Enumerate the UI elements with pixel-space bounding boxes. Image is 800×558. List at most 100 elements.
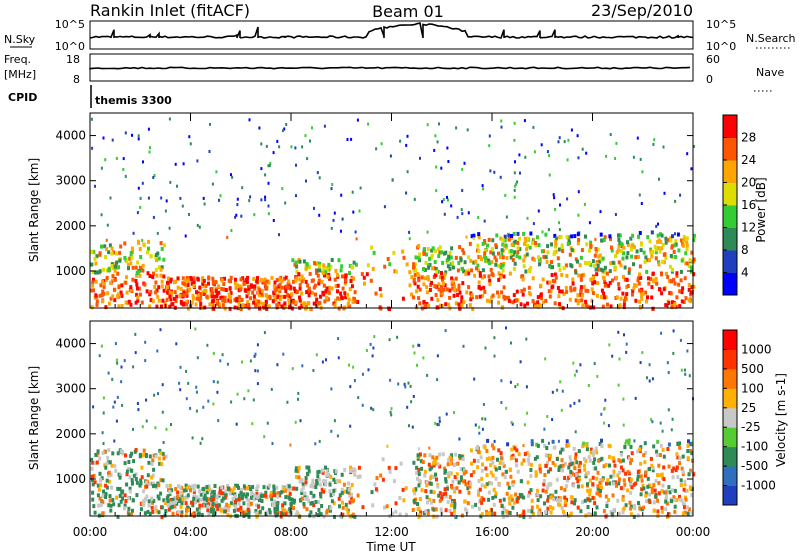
heatmap-cell <box>663 252 667 257</box>
heatmap-cell <box>523 423 526 427</box>
heatmap-cell <box>356 300 360 304</box>
heatmap-cell <box>294 468 298 473</box>
heatmap-cell <box>152 176 155 179</box>
heatmap-cell <box>682 237 686 242</box>
heatmap-cell <box>593 362 596 365</box>
heatmap-cell <box>631 233 635 238</box>
heatmap-cell <box>692 145 695 148</box>
heatmap-cell <box>505 256 509 260</box>
heatmap-cell <box>166 494 170 499</box>
heatmap-cell <box>596 484 600 489</box>
heatmap-cell <box>141 425 144 429</box>
heatmap-cell <box>477 492 480 497</box>
heatmap-cell <box>333 298 337 303</box>
heatmap-cell <box>416 271 420 276</box>
heatmap-cell <box>131 508 134 513</box>
heatmap-cell <box>230 229 233 232</box>
colorbar-segment <box>723 115 737 138</box>
heatmap-cell <box>260 142 263 146</box>
heatmap-cell <box>219 194 222 198</box>
heatmap-cell <box>582 441 586 446</box>
heatmap-cell <box>657 287 661 292</box>
heatmap-cell <box>518 255 522 260</box>
heatmap-cell <box>601 256 605 261</box>
heatmap-cell <box>554 496 557 501</box>
heatmap-cell <box>123 241 127 246</box>
heatmap-cell <box>305 290 309 295</box>
heatmap-cell <box>316 301 320 306</box>
heatmap-cell <box>205 485 209 489</box>
heatmap-cell <box>447 302 451 307</box>
heatmap-cell <box>559 380 562 384</box>
heatmap-cell <box>235 422 238 426</box>
heatmap-cell <box>484 466 488 471</box>
heatmap-cell <box>563 499 567 504</box>
heatmap-cell <box>636 474 640 479</box>
heatmap-cell <box>526 411 529 415</box>
heatmap-cell <box>489 507 493 512</box>
heatmap-cell <box>576 134 579 138</box>
heatmap-cell <box>162 288 166 293</box>
heatmap-cell <box>513 171 516 175</box>
heatmap-cell <box>379 293 383 298</box>
nave-tick-high: 60 <box>706 53 720 66</box>
heatmap-cell <box>618 470 621 475</box>
heatmap-cell <box>386 444 389 448</box>
heatmap-cell <box>504 243 508 248</box>
nsearch-tick-low: 10^0 <box>706 40 736 53</box>
heatmap-cell <box>551 284 555 289</box>
heatmap-cell <box>269 162 272 165</box>
heatmap-cell <box>420 466 424 471</box>
heatmap-cell <box>627 270 631 275</box>
heatmap-cell <box>637 276 641 281</box>
heatmap-cell <box>178 485 182 490</box>
heatmap-cell <box>588 492 592 497</box>
heatmap-cell <box>256 495 260 499</box>
heatmap-cell <box>447 474 451 479</box>
heatmap-cell <box>98 354 101 358</box>
heatmap-cell <box>307 286 311 291</box>
heatmap-cell <box>233 494 237 499</box>
heatmap-cell <box>641 483 645 488</box>
heatmap-cell <box>480 500 484 505</box>
heatmap-cell <box>563 476 567 480</box>
heatmap-cell <box>501 514 505 519</box>
heatmap-cell <box>418 513 422 517</box>
heatmap-cell <box>462 344 465 348</box>
heatmap-cell <box>622 397 625 401</box>
heatmap-cell <box>673 281 677 286</box>
heatmap-cell <box>475 266 478 271</box>
heatmap-cell <box>497 294 501 299</box>
heatmap-cell <box>160 246 164 251</box>
heatmap-cell <box>667 408 670 412</box>
heatmap-cell <box>623 333 625 337</box>
heatmap-cell <box>353 472 357 477</box>
heatmap-cell <box>575 475 579 480</box>
heatmap-cell <box>558 228 561 232</box>
heatmap-cell <box>93 256 97 261</box>
heatmap-cell <box>341 500 344 505</box>
heatmap-cell <box>440 166 443 170</box>
heatmap-cell <box>220 286 224 291</box>
heatmap-cell <box>437 287 441 292</box>
heatmap-cell <box>690 487 694 491</box>
heatmap-cell <box>690 493 694 498</box>
heatmap-cell <box>498 482 502 487</box>
heatmap-cell <box>406 134 409 138</box>
heatmap-cell <box>288 497 292 501</box>
heatmap-cell <box>497 300 501 305</box>
heatmap-cell <box>322 283 326 288</box>
heatmap-cell <box>596 247 600 252</box>
heatmap-cell <box>202 405 205 409</box>
heatmap-cell <box>118 475 122 480</box>
heatmap-cell <box>570 495 573 500</box>
heatmap-cell <box>559 235 563 239</box>
heatmap-cell <box>568 462 572 467</box>
heatmap-cell <box>610 512 614 517</box>
heatmap-cell <box>346 138 349 141</box>
colorbar-segment <box>723 349 737 370</box>
heatmap-cell <box>550 260 553 265</box>
heatmap-cell <box>160 304 163 309</box>
heatmap-cell <box>686 152 689 156</box>
